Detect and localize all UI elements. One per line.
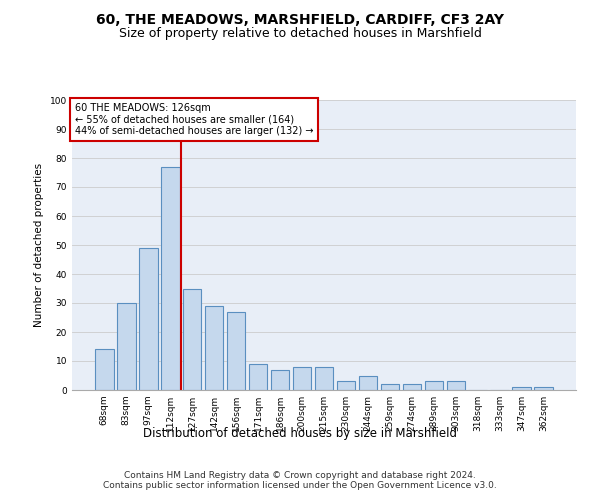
Text: Contains HM Land Registry data © Crown copyright and database right 2024.
Contai: Contains HM Land Registry data © Crown c… (103, 470, 497, 490)
Y-axis label: Number of detached properties: Number of detached properties (34, 163, 44, 327)
Text: 60 THE MEADOWS: 126sqm
← 55% of detached houses are smaller (164)
44% of semi-de: 60 THE MEADOWS: 126sqm ← 55% of detached… (74, 103, 313, 136)
Bar (425, 382, 443, 390)
Bar (271, 370, 289, 390)
Bar (359, 376, 377, 390)
Bar (293, 367, 311, 390)
Text: Size of property relative to detached houses in Marshfield: Size of property relative to detached ho… (119, 28, 481, 40)
Bar (117, 303, 136, 390)
Bar (446, 382, 465, 390)
Bar (139, 248, 158, 390)
Bar (95, 350, 113, 390)
Bar (227, 312, 245, 390)
Bar (380, 384, 399, 390)
Bar (183, 288, 202, 390)
Bar (535, 387, 553, 390)
Bar (161, 166, 179, 390)
Text: 60, THE MEADOWS, MARSHFIELD, CARDIFF, CF3 2AY: 60, THE MEADOWS, MARSHFIELD, CARDIFF, CF… (96, 12, 504, 26)
Bar (249, 364, 268, 390)
Bar (337, 382, 355, 390)
Bar (403, 384, 421, 390)
Bar (314, 367, 334, 390)
Bar (512, 387, 531, 390)
Bar (205, 306, 223, 390)
Text: Distribution of detached houses by size in Marshfield: Distribution of detached houses by size … (143, 428, 457, 440)
